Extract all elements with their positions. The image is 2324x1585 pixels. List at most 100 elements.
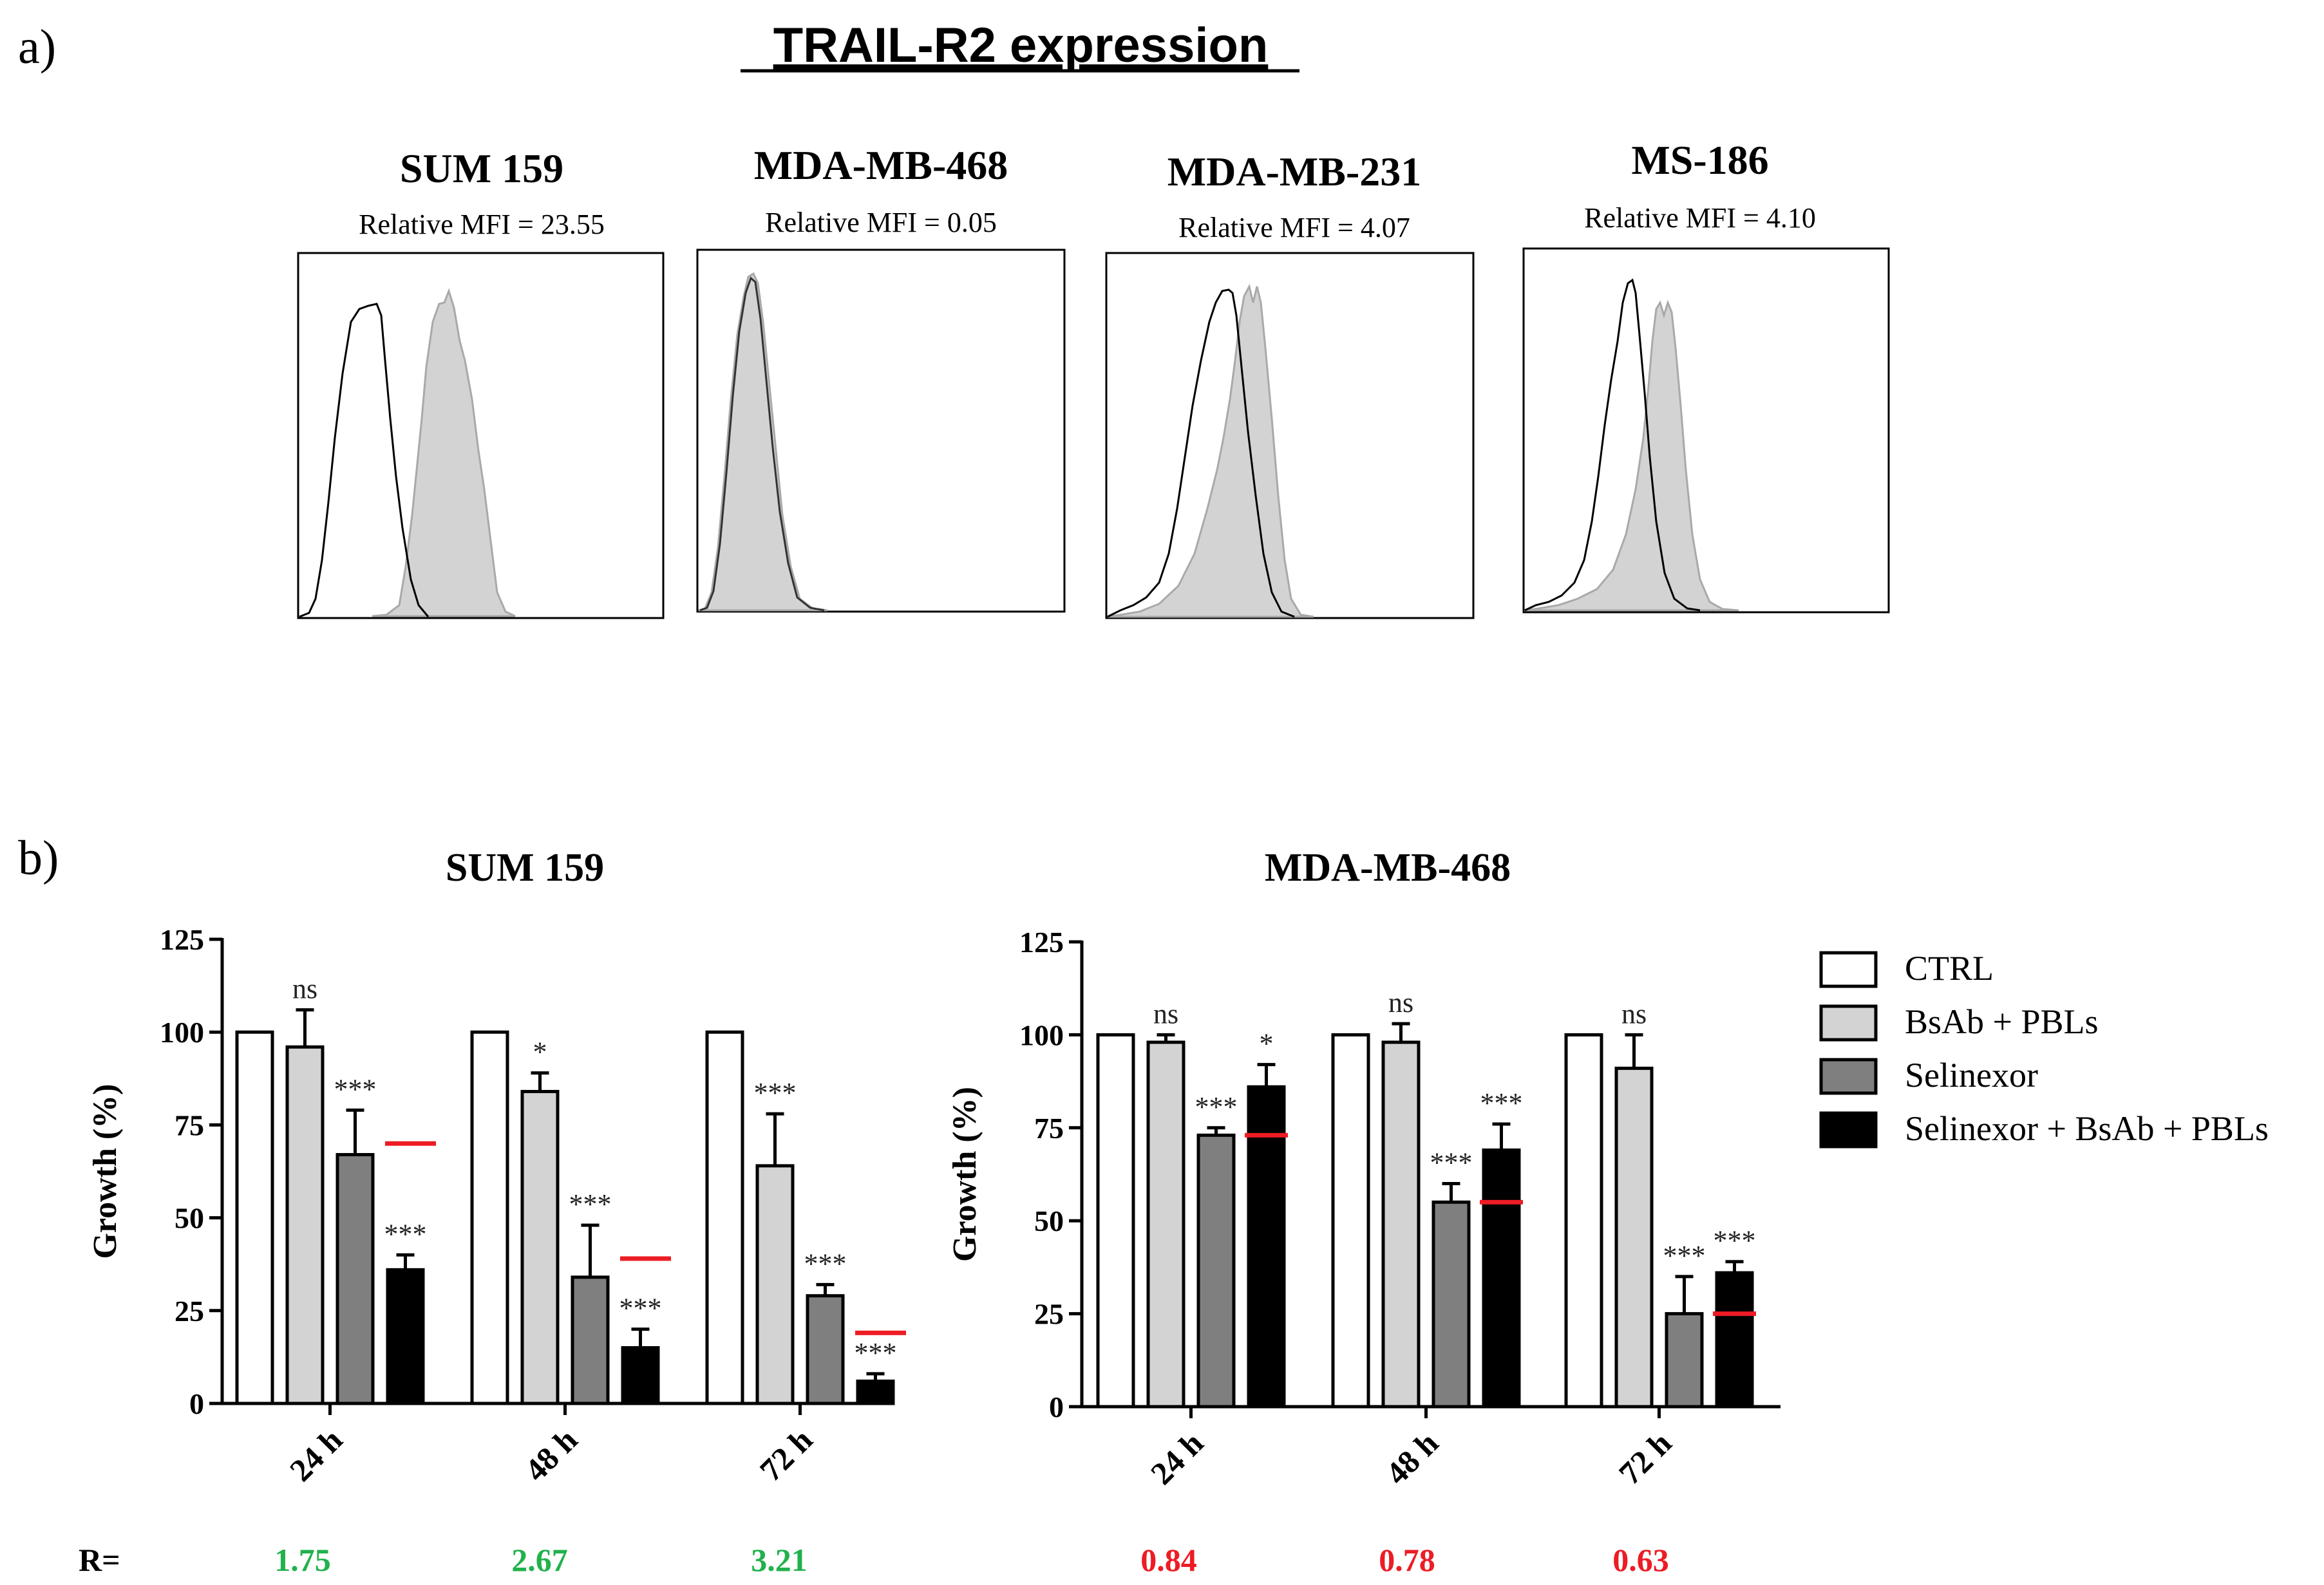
legend-label: Selinexor + BsAb + PBLs (1905, 1109, 2269, 1148)
histogram-title: MDA-MB-231 (1167, 149, 1422, 194)
significance-label: ns (1388, 987, 1413, 1018)
significance-label: *** (855, 1337, 897, 1369)
significance-label: *** (754, 1077, 797, 1109)
y-tick-label: 50 (1034, 1205, 1064, 1237)
y-tick-label: 0 (189, 1387, 204, 1420)
bar (1196, 1133, 1236, 1409)
panel-a-title: TRAIL-R2 expression (773, 18, 1269, 73)
histogram-frame (1105, 252, 1475, 619)
y-axis-label: Growth (%) (947, 1087, 983, 1262)
bar (1331, 1033, 1370, 1409)
treated-histogram (372, 288, 516, 617)
legend-item-ctrl: CTRL (1819, 949, 1994, 988)
significance-label: * (533, 1036, 547, 1068)
significance-label: ns (1153, 998, 1178, 1029)
treated-histogram (1107, 283, 1314, 618)
r-value: 1.75 (274, 1542, 331, 1578)
bar (755, 1164, 795, 1405)
bar (235, 1030, 274, 1405)
significance-label: *** (1480, 1087, 1523, 1119)
bar (1247, 1085, 1286, 1409)
chart-title: SUM 159 (446, 846, 604, 890)
bar (1614, 1066, 1654, 1409)
legend-swatch (1819, 1111, 1878, 1149)
histogram-mdamb468: MDA-MB-468 Relative MFI = 0.05 (696, 142, 1066, 613)
x-tick-label: 48 h (518, 1421, 585, 1488)
y-tick-label: 75 (1034, 1112, 1064, 1145)
bar (705, 1030, 744, 1405)
bar (571, 1275, 610, 1405)
bar (470, 1030, 509, 1405)
significance-label: *** (384, 1218, 427, 1250)
significance-label: ns (292, 973, 317, 1005)
significance-label: *** (334, 1073, 377, 1105)
control-histogram (299, 303, 430, 618)
significance-label: *** (619, 1293, 662, 1324)
histogram-title: SUM 159 (400, 145, 563, 191)
significance-label: ns (1621, 998, 1647, 1029)
x-tick-label: 48 h (1379, 1425, 1446, 1492)
y-tick-label: 125 (160, 923, 204, 956)
y-tick-label: 100 (1019, 1018, 1064, 1051)
histogram-sum159: SUM 159 Relative MFI = 23.55 (297, 145, 665, 619)
bar (1564, 1033, 1603, 1409)
y-tick-label: 50 (175, 1202, 204, 1235)
significance-label: *** (1430, 1147, 1473, 1178)
treated-histogram (698, 272, 828, 612)
x-tick-label: 72 h (753, 1421, 820, 1488)
x-tick-label: 24 h (283, 1421, 350, 1488)
bar (1482, 1148, 1521, 1409)
histogram-mfi: Relative MFI = 23.55 (359, 209, 605, 240)
y-tick-label: 0 (1049, 1391, 1064, 1423)
treated-histogram (1524, 299, 1739, 612)
legend-label: CTRL (1905, 949, 1994, 988)
control-histogram (1524, 278, 1701, 612)
significance-label: *** (1714, 1225, 1756, 1257)
bar (1665, 1312, 1704, 1409)
bar (386, 1268, 425, 1405)
significance-label: *** (569, 1188, 612, 1220)
histogram-frame (696, 249, 1066, 613)
bar (1381, 1040, 1421, 1409)
histogram-mfi: Relative MFI = 4.07 (1178, 212, 1410, 243)
histogram-title: MS-186 (1631, 137, 1768, 183)
y-tick-label: 25 (1034, 1298, 1064, 1331)
y-tick-label: 125 (1019, 926, 1064, 959)
control-histogram (699, 276, 825, 612)
legend-swatch (1819, 1004, 1878, 1042)
histogram-title: MDA-MB-468 (754, 142, 1008, 188)
bar (1431, 1200, 1471, 1409)
bar (1096, 1033, 1135, 1409)
r-value: 0.84 (1140, 1542, 1197, 1578)
r-label: R= (79, 1542, 120, 1578)
panel-a-label: a) (18, 20, 56, 74)
y-tick-label: 25 (175, 1295, 204, 1327)
histogram-mfi: Relative MFI = 4.10 (1584, 202, 1816, 234)
legend-item-selinexor: Selinexor (1819, 1056, 2038, 1095)
panel-b-label: b) (18, 831, 59, 885)
legend-label: BsAb + PBLs (1905, 1002, 2099, 1041)
bar (621, 1346, 660, 1405)
significance-label: * (1260, 1028, 1274, 1060)
histogram-mfi: Relative MFI = 0.05 (765, 207, 997, 238)
legend-swatch (1819, 1058, 1878, 1095)
histogram-ms186: MS-186 Relative MFI = 4.10 (1522, 137, 1890, 614)
histogram-frame (297, 252, 665, 619)
legend-swatch (1819, 951, 1878, 988)
y-tick-label: 75 (175, 1109, 204, 1141)
bar (1715, 1271, 1754, 1409)
r-value: 0.63 (1612, 1542, 1669, 1578)
bar (285, 1045, 325, 1405)
r-value: 2.67 (511, 1542, 568, 1578)
r-value: 3.21 (751, 1542, 808, 1578)
legend-item-bsab-pbls: BsAb + PBLs (1819, 1002, 2099, 1042)
x-tick-label: 72 h (1612, 1425, 1679, 1492)
histogram-mdamb231: MDA-MB-231 Relative MFI = 4.07 (1105, 149, 1475, 619)
chart-mdamb468: MDA-MB-468 0 25 50 75 100 125 Growth (%) 24 h ns *… (947, 846, 1781, 1578)
significance-label: *** (804, 1248, 847, 1279)
panel-a: a) TRAIL-R2 expression SUM 159 Relative … (18, 18, 1890, 619)
histogram-frame (1522, 247, 1890, 614)
bar (806, 1294, 845, 1405)
